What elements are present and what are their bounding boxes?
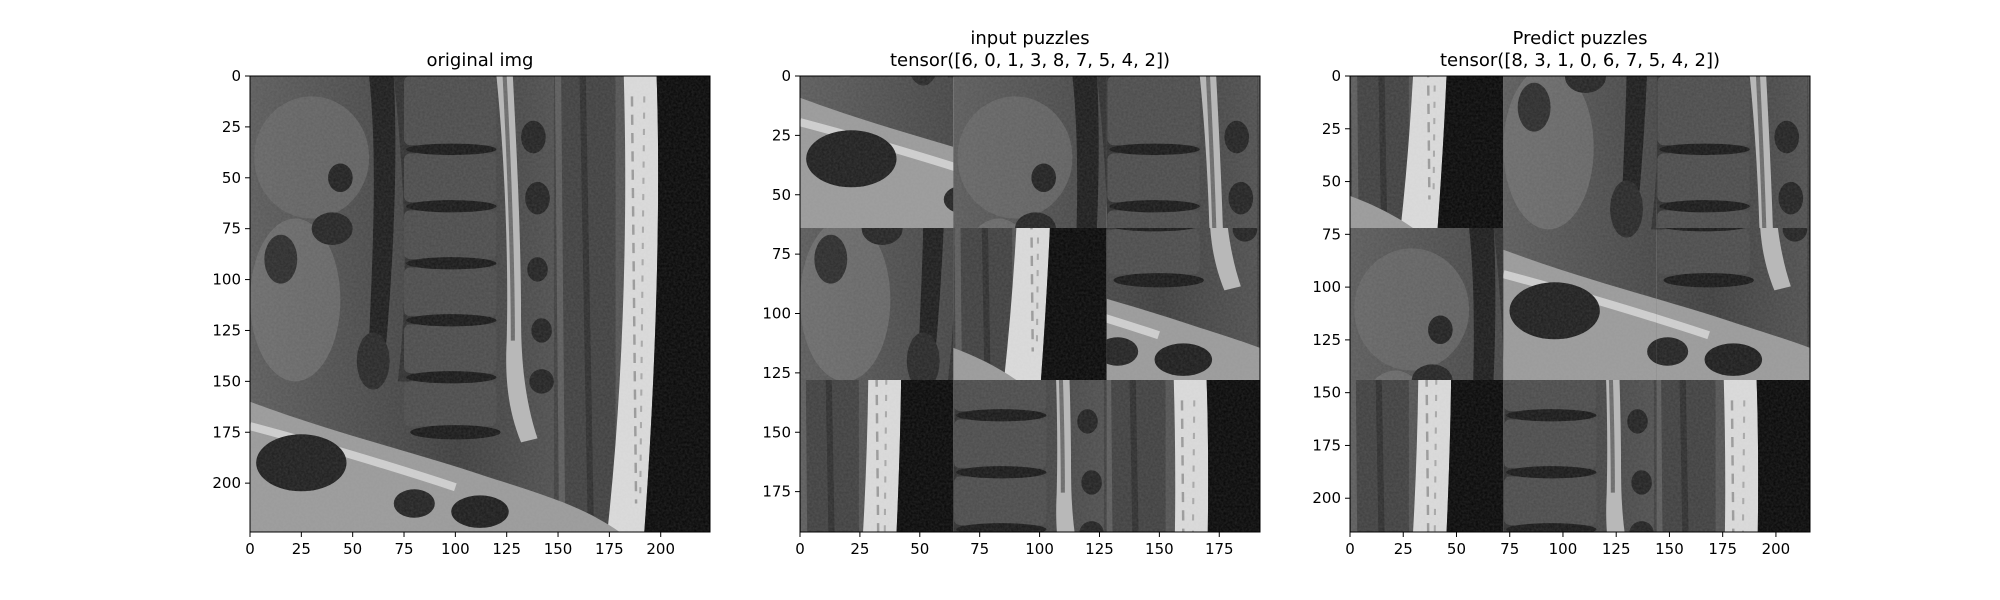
x-tick-label: 25 [850,540,869,558]
y-tick-label: 150 [762,423,791,441]
y-tick-label: 25 [222,118,241,136]
y-tick-label: 125 [762,364,791,382]
y-tick-label: 200 [212,474,241,492]
x-tick-label: 75 [1500,540,1519,558]
x-tick-label: 175 [1205,540,1234,558]
y-tick-label: 75 [772,245,791,263]
y-tick-label: 175 [1312,436,1341,454]
y-tick-label: 25 [772,126,791,144]
x-tick-label: 125 [492,540,521,558]
x-tick-label: 100 [1025,540,1054,558]
y-tick-label: 125 [1312,331,1341,349]
y-tick-label: 100 [1312,278,1341,296]
y-tick-label: 50 [1322,173,1341,191]
y-tick-label: 125 [212,321,241,339]
y-tick-label: 100 [762,305,791,323]
x-tick-label: 175 [595,540,624,558]
panel-input-title-line2: tensor([6, 0, 1, 3, 8, 7, 5, 4, 2]) [890,50,1170,71]
y-tick-label: 50 [772,186,791,204]
y-tick-label: 175 [212,423,241,441]
original-mri-image [250,76,710,532]
x-tick-label: 200 [646,540,675,558]
y-tick-label: 75 [1322,225,1341,243]
x-tick-label: 0 [1345,540,1355,558]
y-tick-label: 75 [222,220,241,238]
x-tick-label: 25 [1394,540,1413,558]
x-tick-label: 200 [1762,540,1791,558]
y-tick-label: 0 [1331,67,1341,85]
x-tick-label: 100 [1549,540,1578,558]
y-tick-label: 0 [781,67,791,85]
y-tick-label: 150 [212,372,241,390]
y-tick-label: 200 [1312,489,1341,507]
x-tick-label: 150 [544,540,573,558]
y-tick-label: 0 [231,67,241,85]
panel-input-title-line1: input puzzles [970,28,1089,49]
panel-predict-title-line1: Predict puzzles [1513,28,1648,49]
x-tick-label: 125 [1085,540,1114,558]
x-tick-label: 150 [1655,540,1684,558]
x-tick-label: 175 [1708,540,1737,558]
panel-predict-title-line2: tensor([8, 3, 1, 0, 6, 7, 5, 4, 2]) [1440,50,1720,71]
y-tick-label: 100 [212,271,241,289]
x-tick-label: 50 [343,540,362,558]
panel-original: original img 0 25 50 75 100 125 150 175 200 0 25 50… [212,50,710,558]
x-tick-label: 0 [245,540,255,558]
x-tick-label: 25 [292,540,311,558]
y-tick-label: 150 [1312,384,1341,402]
x-tick-label: 50 [910,540,929,558]
x-tick-label: 50 [1447,540,1466,558]
x-tick-label: 150 [1145,540,1174,558]
y-tick-label: 50 [222,169,241,187]
x-tick-label: 75 [970,540,989,558]
x-tick-label: 125 [1602,540,1631,558]
x-tick-label: 100 [441,540,470,558]
x-tick-label: 0 [795,540,805,558]
panel-original-title: original img [427,50,534,71]
x-tick-label: 75 [394,540,413,558]
y-tick-label: 25 [1322,120,1341,138]
y-tick-label: 175 [762,483,791,501]
